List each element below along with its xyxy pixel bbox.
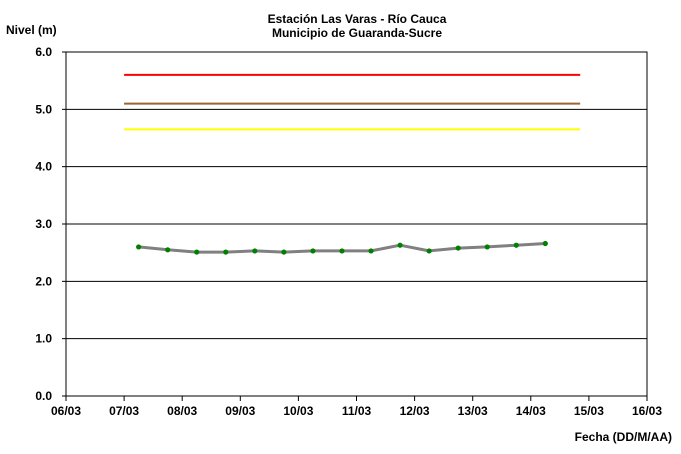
x-tick-label: 11/03 (342, 404, 372, 418)
threshold-lines (124, 73, 581, 131)
x-tick-label: 09/03 (225, 404, 255, 418)
y-tick-label: 6.0 (35, 45, 52, 59)
x-tick-label: 10/03 (283, 404, 313, 418)
y-tick-label: 5.0 (35, 102, 52, 116)
x-tick-label: 06/03 (51, 404, 81, 418)
x-tick-label: 14/03 (516, 404, 546, 418)
data-point (513, 242, 519, 248)
chart-title: Estación Las Varas - Río Cauca (268, 12, 447, 26)
x-tick-label: 12/03 (400, 404, 430, 418)
data-point (397, 242, 403, 248)
x-axis-label: Fecha (DD/M/AA) (575, 430, 672, 444)
data-point (252, 248, 258, 254)
x-tick-label: 08/03 (167, 404, 197, 418)
gridlines (66, 108, 647, 340)
y-axis-label: Nivel (m) (6, 23, 57, 37)
y-tick-label: 3.0 (35, 217, 52, 231)
x-tick-label: 13/03 (458, 404, 488, 418)
data-point (484, 244, 490, 250)
chart-subtitle: Municipio de Guaranda-Sucre (272, 26, 442, 40)
data-point (339, 248, 345, 254)
data-point (542, 240, 548, 247)
data-point (136, 244, 142, 250)
cropped-top-edge (0, 0, 681, 6)
y-tick-label: 4.0 (35, 160, 52, 174)
x-tick-label: 16/03 (632, 404, 662, 418)
x-axis: 06/03 07/03 08/03 09/03 10/03 11/03 12/03 13/03… (51, 396, 662, 418)
x-tick-label: 15/03 (574, 404, 604, 418)
data-point (455, 245, 461, 251)
series-layer (136, 240, 548, 255)
y-axis: 0.0 1.0 2.0 3.0 4.0 5.0 6.0 (35, 45, 66, 403)
data-point (368, 248, 374, 254)
data-point (281, 249, 287, 255)
x-tick-label: 07/03 (109, 404, 139, 418)
y-tick-label: 1.0 (35, 332, 52, 346)
data-point (223, 249, 229, 255)
y-tick-label: 0.0 (35, 389, 52, 403)
data-point (165, 247, 171, 253)
data-point (426, 248, 432, 254)
data-point (194, 249, 200, 255)
data-point (310, 248, 316, 254)
y-tick-label: 2.0 (35, 274, 52, 288)
